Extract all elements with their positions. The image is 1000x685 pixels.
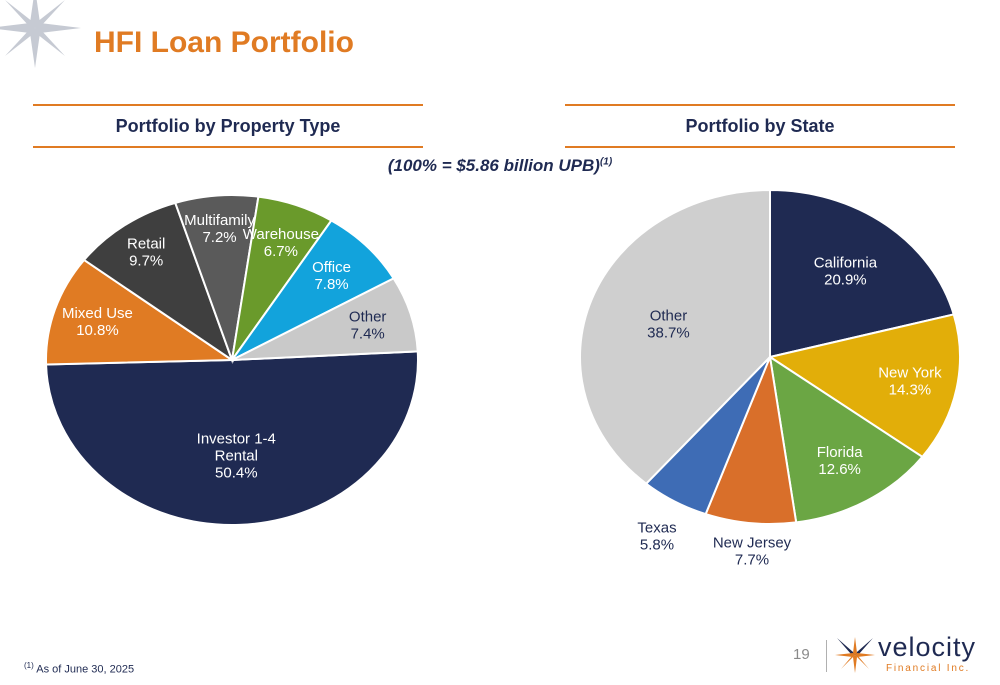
velocity-star-icon xyxy=(835,637,875,673)
pie-slice-new-york xyxy=(767,313,961,459)
header-rule-top xyxy=(565,104,955,106)
section-header-label: Portfolio by Property Type xyxy=(115,116,341,136)
logo-divider xyxy=(826,640,827,672)
slice-label: Other 7.4% xyxy=(349,308,387,342)
pie-chart-state: California 20.9% New York 14.3% Florida 12.6%… xyxy=(579,188,961,569)
header-rule-bottom xyxy=(33,146,423,148)
slice-label: Florida 12.6% xyxy=(817,444,864,478)
logo-subtitle: Financial Inc. xyxy=(886,663,971,674)
pie-slice-other xyxy=(579,188,771,485)
slice-label: Investor 1-4 Rental 50.4% xyxy=(197,431,276,482)
star-logo-icon xyxy=(0,0,81,68)
pie-slice-retail xyxy=(82,201,234,363)
slice-label: Other 38.7% xyxy=(647,307,690,341)
footnote-marker: (1) xyxy=(24,661,34,670)
pie-slice-mixed-use xyxy=(45,258,236,366)
footnote: (1) As of June 30, 2025 xyxy=(24,661,134,676)
header-rule-top xyxy=(33,104,423,106)
logo-wordmark: velocity xyxy=(878,632,977,662)
footnote-text: As of June 30, 2025 xyxy=(36,663,135,676)
slice-label: Texas 5.8% xyxy=(637,520,676,554)
pie-slice-office xyxy=(231,219,396,361)
pie-slice-florida xyxy=(768,354,924,524)
section-header-state: Portfolio by State xyxy=(565,104,955,148)
page-title: HFI Loan Portfolio xyxy=(94,26,354,59)
subtitle-footnote-marker: (1) xyxy=(599,156,613,168)
pie-slice-california xyxy=(769,188,955,359)
slice-label: New York 14.3% xyxy=(878,364,942,398)
slice-label: Multifamily 7.2% xyxy=(184,212,255,246)
slice-label: Office 7.8% xyxy=(312,259,351,293)
section-header-property-type: Portfolio by Property Type xyxy=(33,104,423,148)
slice-label: Retail 9.7% xyxy=(127,236,165,270)
slice-label: Mixed Use 10.8% xyxy=(62,305,133,339)
pie-slice-investor-1-4-rental xyxy=(45,350,419,526)
section-header-label: Portfolio by State xyxy=(685,116,835,136)
slice-label: Warehouse 6.7% xyxy=(243,226,319,260)
slice-label: New Jersey 7.7% xyxy=(713,535,792,569)
pie-slice-other xyxy=(231,277,419,361)
chart-subtitle: (100% = $5.86 billion UPB)(1) xyxy=(0,156,1000,176)
header-rule-bottom xyxy=(565,146,955,148)
pie-chart-property-type: Investor 1-4 Rental 50.4% Mixed Use 10.8% Ret… xyxy=(45,194,419,526)
slice-label: California 20.9% xyxy=(814,255,878,289)
pie-slice-new-jersey xyxy=(704,353,798,525)
subtitle-text: (100% = $5.86 billion UPB) xyxy=(387,156,600,175)
page-number: 19 xyxy=(793,646,810,663)
